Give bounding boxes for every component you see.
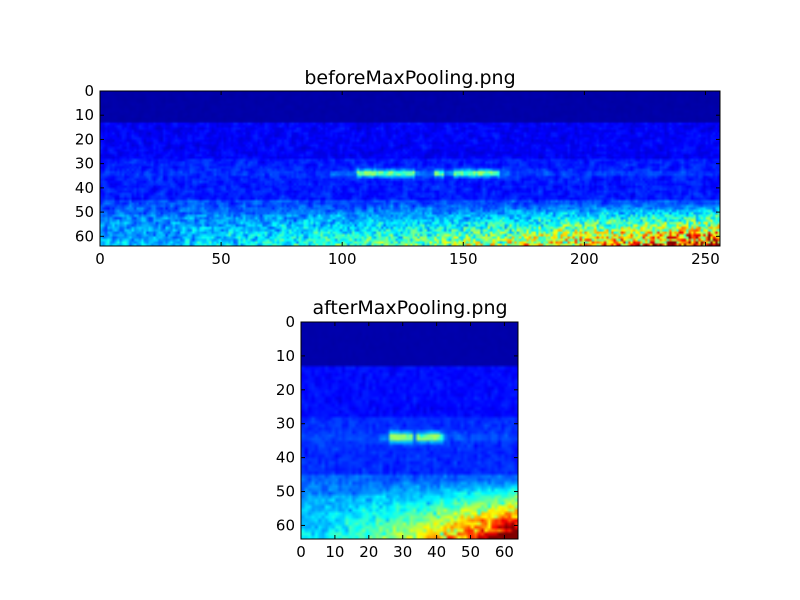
x-tick-label: 250 [691, 250, 720, 268]
plot-frame [300, 321, 519, 540]
y-tick-label: 40 [276, 449, 295, 467]
y-axis-ticks: 0 10 20 30 40 50 60 [276, 313, 518, 534]
x-tick-label: 30 [393, 543, 412, 561]
x-tick-label: 0 [95, 250, 105, 268]
y-tick-label: 50 [75, 203, 94, 221]
chart-title: beforeMaxPooling.png [304, 67, 515, 89]
x-tick-label: 150 [449, 250, 478, 268]
x-tick-label: 60 [495, 543, 514, 561]
y-tick-label: 30 [276, 415, 295, 433]
x-tick-label: 100 [328, 250, 357, 268]
heatmap-image [100, 91, 720, 246]
x-tick-label: 50 [212, 250, 231, 268]
chart-after-max-pooling: afterMaxPooling.png 0 10 20 30 40 50 60 0 10 20 3… [276, 297, 519, 561]
y-tick-label: 10 [276, 347, 295, 365]
chart-title: afterMaxPooling.png [312, 297, 507, 319]
y-axis-ticks: 0 10 20 30 40 50 60 [75, 82, 720, 245]
y-tick-label: 10 [75, 106, 94, 124]
x-axis-ticks: 0 10 20 30 40 50 60 [296, 322, 514, 561]
x-tick-label: 40 [427, 543, 446, 561]
y-tick-label: 30 [75, 155, 94, 173]
y-tick-label: 20 [75, 130, 94, 148]
x-tick-label: 20 [359, 543, 378, 561]
chart-before-max-pooling: beforeMaxPooling.png 0 50 100 150 200 250 0 10… [75, 67, 721, 268]
y-tick-label: 0 [285, 313, 295, 331]
x-tick-label: 50 [461, 543, 480, 561]
y-tick-label: 40 [75, 179, 94, 197]
y-tick-label: 50 [276, 483, 295, 501]
x-tick-label: 0 [296, 543, 306, 561]
x-tick-label: 200 [570, 250, 599, 268]
heatmap-image [301, 322, 518, 539]
x-axis-ticks: 0 50 100 150 200 250 [95, 91, 720, 268]
y-tick-label: 0 [84, 82, 94, 100]
y-tick-label: 20 [276, 381, 295, 399]
plot-frame [99, 90, 721, 247]
x-tick-label: 10 [325, 543, 344, 561]
y-tick-label: 60 [276, 516, 295, 534]
y-tick-label: 60 [75, 227, 94, 245]
